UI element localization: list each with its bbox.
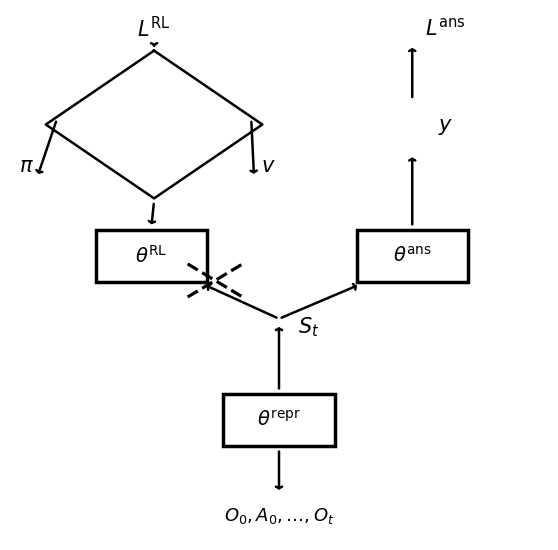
Text: $y$: $y$ (438, 117, 453, 138)
Text: $\theta^{\mathrm{RL}}$: $\theta^{\mathrm{RL}}$ (135, 245, 167, 267)
Text: $\theta^{\mathrm{ans}}$: $\theta^{\mathrm{ans}}$ (393, 246, 432, 266)
Text: $L^{\mathrm{ans}}$: $L^{\mathrm{ans}}$ (425, 18, 466, 40)
FancyBboxPatch shape (223, 394, 335, 446)
FancyBboxPatch shape (357, 230, 468, 282)
Text: $O_0, A_0, \ldots, O_t$: $O_0, A_0, \ldots, O_t$ (224, 506, 334, 526)
Text: $\theta^{\mathrm{repr}}$: $\theta^{\mathrm{repr}}$ (257, 410, 301, 430)
Text: $S_t$: $S_t$ (299, 315, 320, 339)
FancyBboxPatch shape (96, 230, 207, 282)
Text: $\pi$: $\pi$ (19, 156, 34, 175)
Text: $v$: $v$ (261, 156, 275, 175)
Text: $L^{\mathrm{RL}}$: $L^{\mathrm{RL}}$ (137, 16, 171, 41)
